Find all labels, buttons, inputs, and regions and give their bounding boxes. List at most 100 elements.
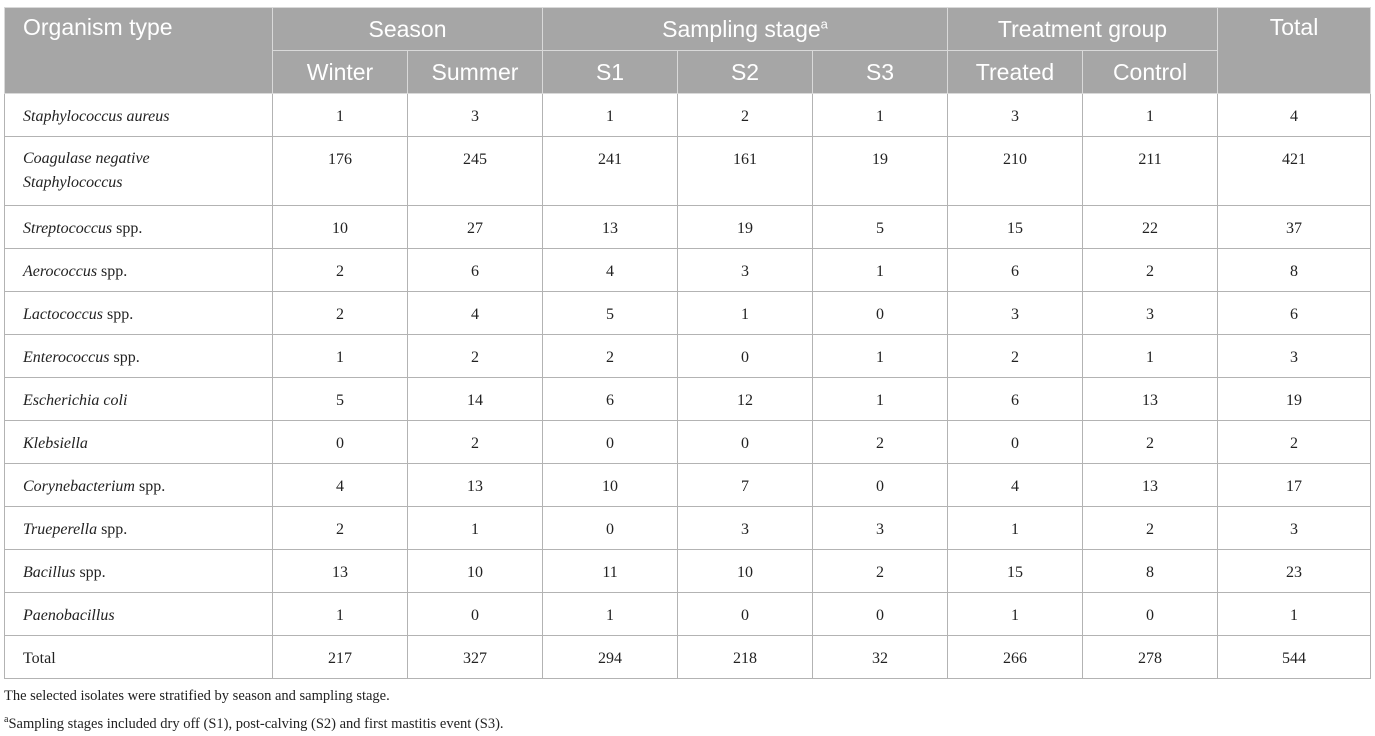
table-row: Coagulase negative Staphylococcus 176 245 2… [4,136,1372,206]
table-cell: 3 [677,506,814,550]
table-cell: 2 [1082,248,1219,292]
organism-suffix: spp. [109,349,140,366]
organism-name-text: Escherichia coli [23,392,128,409]
table-cell: 6 [947,248,1084,292]
total-row: Total 217 327 294 218 32 266 278 544 [4,635,1372,679]
table-cell: 6 [406,248,544,292]
organism-name-text: Paenobacillus [23,607,115,624]
table-cell: 4 [272,463,408,507]
table-cell: 327 [406,635,544,679]
table-cell: 11 [542,549,679,593]
table-cell: 13 [272,549,408,593]
table-cell: 1 [272,334,408,378]
table-cell: 1 [542,592,679,636]
table-cell: 3 [812,506,949,550]
table-cell: 217 [272,635,408,679]
table-cell: 1 [272,592,408,636]
table-cell: 4 [947,463,1084,507]
table-cell: 218 [677,635,814,679]
table-cell: 10 [272,205,408,249]
table-cell: 2 [272,248,408,292]
header-sampling-stage: Sampling stagea [542,7,949,51]
table-cell: 7 [677,463,814,507]
table-cell: 210 [947,136,1084,206]
table-cell: 13 [542,205,679,249]
header-control: Control [1082,50,1219,94]
table-cell: 2 [406,334,544,378]
table-cell: 5 [812,205,949,249]
organism-name: Trueperella spp. [4,506,273,550]
organism-name: Staphylococcus aureus [4,93,273,137]
table-cell: 2 [272,506,408,550]
table-cell: 17 [1217,463,1372,507]
table-cell: 0 [947,420,1084,464]
table-cell: 2 [677,93,814,137]
header-sampling-stage-label: Sampling stage [662,15,821,42]
organism-name-text: Staphylococcus aureus [23,108,170,125]
note-sampling-stages: aSampling stages included dry off (S1), … [4,708,504,736]
organism-suffix: spp. [102,306,134,323]
organism-suffix: spp. [97,521,128,538]
table-cell: 2 [947,334,1084,378]
table-cell: 27 [406,205,544,249]
table-cell: 32 [812,635,949,679]
note-marker: a [4,714,9,725]
table-cell: 2 [272,291,408,335]
table-cell: 3 [406,93,544,137]
header-winter: Winter [272,50,408,94]
organism-name: Aerococcus spp. [4,248,273,292]
organism-name-text: Trueperella [23,521,98,538]
header-treated: Treated [947,50,1084,94]
table-cell: 1 [947,592,1084,636]
table-cell: 1 [542,93,679,137]
table-header: Organism type Season Sampling stagea Tre… [4,7,1372,94]
organism-name-text: Klebsiella [23,435,88,452]
table-row: Corynebacterium spp. 4 13 10 7 0 4 13 17 [4,463,1372,507]
table-cell: 3 [1217,506,1372,550]
table-cell: 15 [947,205,1084,249]
organism-name: Coagulase negative Staphylococcus [4,136,273,206]
table-row: Bacillus spp. 13 10 11 10 2 15 8 23 [4,549,1372,593]
table-row: Lactococcus spp. 2 4 5 1 0 3 3 6 [4,291,1372,335]
table-cell: 12 [677,377,814,421]
table-cell: 5 [542,291,679,335]
table-cell: 0 [812,291,949,335]
table-cell: 176 [272,136,408,206]
table-cell: 161 [677,136,814,206]
table-cell: 3 [947,291,1084,335]
table-row: Paenobacillus 1 0 1 0 0 1 0 1 [4,592,1372,636]
organism-name: Bacillus spp. [4,549,273,593]
table-body: Staphylococcus aureus 1 3 1 2 1 3 1 4 Coagulase n… [4,93,1372,679]
table-cell: 0 [406,592,544,636]
organism-suffix: spp. [97,263,128,280]
note-stratified: The selected isolates were stratified by… [4,688,390,704]
table-cell: 3 [1217,334,1372,378]
organism-name-text: Corynebacterium [23,478,135,495]
table-cell: 19 [1217,377,1372,421]
table-cell: 6 [1217,291,1372,335]
organism-name-text: Aerococcus [23,263,98,280]
table-cell: 4 [542,248,679,292]
table-row: Aerococcus spp. 2 6 4 3 1 6 2 8 [4,248,1372,292]
table-cell: 245 [406,136,544,206]
table-row: Streptococcus spp. 10 27 13 19 5 15 22 37 [4,205,1372,249]
organism-name: Streptococcus spp. [4,205,273,249]
table-cell: 1 [812,93,949,137]
table-row: Escherichia coli 5 14 6 12 1 6 13 19 [4,377,1372,421]
table-row: Staphylococcus aureus 1 3 1 2 1 3 1 4 [4,93,1372,137]
table-cell: 19 [677,205,814,249]
table-cell: 2 [542,334,679,378]
table-cell: 3 [947,93,1084,137]
organism-name: Enterococcus spp. [4,334,273,378]
header-s2: S2 [677,50,814,94]
table-cell: 278 [1082,635,1219,679]
organism-suffix: spp. [112,220,143,237]
table-cell: 1 [812,248,949,292]
table-cell: 421 [1217,136,1372,206]
header-season: Season [271,7,544,51]
table-cell: 0 [542,506,679,550]
table-cell: 0 [677,592,814,636]
header-treatment-group: Treatment group [947,7,1219,51]
table-cell: 5 [272,377,408,421]
table-cell: 0 [1082,592,1219,636]
